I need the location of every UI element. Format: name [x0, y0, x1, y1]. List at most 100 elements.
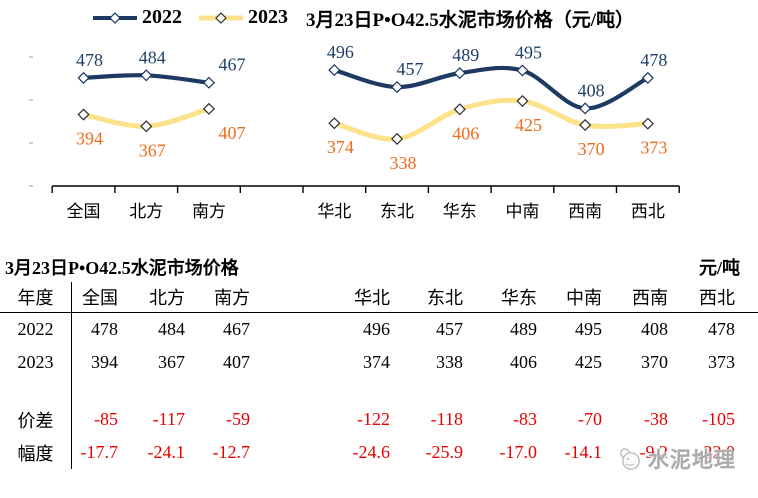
panda-logo-icon: [620, 448, 640, 470]
watermark-text: 水泥地理: [648, 448, 736, 472]
data-label: 467: [218, 55, 245, 75]
table-cell: 489: [510, 319, 537, 339]
table-cell: 408: [641, 319, 668, 339]
marker-diamond-icon: [516, 64, 529, 77]
table-cell: -85: [94, 409, 118, 429]
data-label: 496: [327, 42, 354, 62]
table-cell: -17.0: [499, 442, 538, 462]
marker-diamond-icon: [391, 81, 404, 94]
category-label: 全国: [67, 202, 101, 221]
data-label: 394: [76, 129, 103, 149]
table-cell: [735, 436, 758, 469]
category-label: 中南: [505, 202, 539, 221]
table-title-row: 3月23日P•O42.5水泥市场价格 元/吨: [0, 252, 758, 282]
category-label: 东北: [380, 202, 414, 221]
marker-diamond-icon: [328, 117, 341, 130]
price-table: 3月23日P•O42.5水泥市场价格 元/吨 年度 全国 北方 南方 华北 东北 华东 中南西…: [0, 252, 758, 469]
data-label: 489: [452, 45, 479, 65]
table-cell: -17.7: [80, 442, 119, 462]
legend-swatch-icon: [199, 11, 243, 24]
table-cell: [118, 379, 185, 403]
category-label: 南方: [192, 202, 226, 221]
table-cell: 374: [363, 352, 390, 372]
marker-diamond-icon: [579, 102, 592, 115]
table-cell: 南方: [185, 282, 250, 313]
marker-diamond-icon: [453, 103, 466, 116]
marker-diamond-icon: [202, 102, 215, 115]
table-cell: [250, 282, 320, 313]
table-cell: -24.1: [147, 442, 186, 462]
table-cell: 467: [223, 319, 250, 339]
data-label: 408: [578, 80, 605, 100]
table-cell: 394: [91, 352, 118, 372]
data-label: 406: [452, 123, 479, 143]
table-cell: -24.6: [352, 442, 391, 462]
data-label: 495: [515, 43, 542, 63]
table-cell: -117: [152, 409, 185, 429]
data-label: 478: [640, 50, 667, 70]
table-cell: [185, 379, 250, 403]
marker-diamond-icon: [77, 108, 90, 121]
data-label: 484: [139, 47, 166, 67]
table-row-label: 2023: [0, 346, 72, 379]
table-cell: 370: [641, 352, 668, 372]
table-cell: [250, 403, 320, 436]
watermark: 水泥地理: [616, 444, 736, 474]
category-label: 华北: [317, 202, 351, 221]
legend-item-2023: 2023: [198, 6, 288, 29]
category-label: 西北: [631, 202, 665, 221]
table-cell: [537, 379, 602, 403]
table-cell: [735, 379, 758, 403]
data-label: 367: [139, 140, 166, 160]
table-row-label: 价差: [0, 403, 72, 436]
data-label: 338: [390, 153, 417, 173]
table-cell: [602, 379, 668, 403]
table-cell: [250, 436, 320, 469]
table-cell: 华北: [320, 282, 390, 313]
table-cell: [735, 282, 758, 313]
data-label: 370: [578, 139, 605, 159]
table-cell: 西南: [602, 282, 668, 313]
legend-label: 2022: [142, 6, 182, 28]
table-cell: -118: [430, 409, 463, 429]
table-cell: 495: [575, 319, 602, 339]
marker-diamond-icon: [641, 71, 654, 84]
marker-diamond-icon: [641, 117, 654, 130]
table-cell: 东北: [390, 282, 463, 313]
table-cell: [463, 379, 537, 403]
table-cell: 478: [708, 319, 735, 339]
series-line-2022: [332, 65, 650, 111]
table-cell: [668, 379, 735, 403]
marker-diamond-icon: [77, 71, 90, 84]
table-cell: [72, 379, 118, 403]
table-cell: 406: [510, 352, 537, 372]
table-row-label: 2022: [0, 313, 72, 346]
table-cell: [250, 313, 320, 346]
table-cell: [250, 379, 320, 403]
legend-label: 2023: [248, 6, 288, 28]
table-row-label: 幅度: [0, 436, 72, 469]
table-cell: 367: [158, 352, 185, 372]
table-cell: 全国: [72, 282, 118, 313]
marker-diamond-icon: [140, 120, 153, 133]
table-cell: -14.1: [564, 442, 603, 462]
table-cell: 484: [158, 319, 185, 339]
table-cell: -22.0: [697, 442, 736, 462]
data-label: 373: [640, 138, 667, 158]
chart-title: 3月23日P•O42.5水泥市场价格（元/吨）: [306, 10, 635, 31]
table-cell: 北方: [118, 282, 185, 313]
data-label: 425: [515, 115, 542, 135]
table-cell: [250, 346, 320, 379]
table-cell: [735, 403, 758, 436]
category-label: 华东: [443, 202, 477, 221]
table-cell: -105: [702, 409, 735, 429]
marker-diamond-icon: [328, 64, 341, 77]
category-label: 北方: [129, 202, 163, 221]
data-label: 478: [76, 50, 103, 70]
table-cell: 西北: [668, 282, 735, 313]
table-cell: 425: [575, 352, 602, 372]
table-cell: [320, 379, 390, 403]
table-cell: [390, 379, 463, 403]
table-row-label: [0, 379, 72, 403]
legend-swatch-icon: [93, 11, 137, 24]
